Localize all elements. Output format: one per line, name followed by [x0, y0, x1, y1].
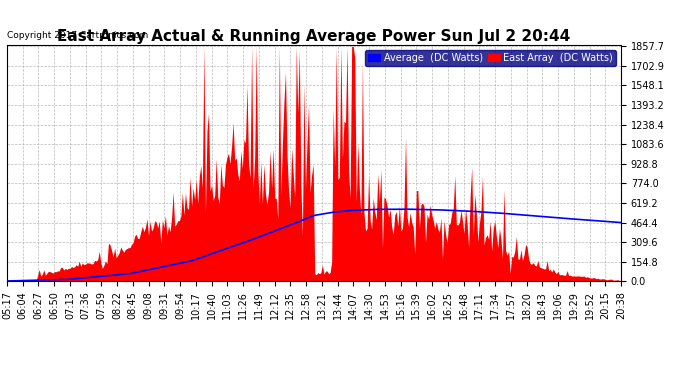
Text: Copyright 2017 Cartronics.com: Copyright 2017 Cartronics.com [7, 31, 148, 40]
Title: East Array Actual & Running Average Power Sun Jul 2 20:44: East Array Actual & Running Average Powe… [57, 29, 571, 44]
Legend: Average  (DC Watts), East Array  (DC Watts): Average (DC Watts), East Array (DC Watts… [366, 50, 616, 66]
